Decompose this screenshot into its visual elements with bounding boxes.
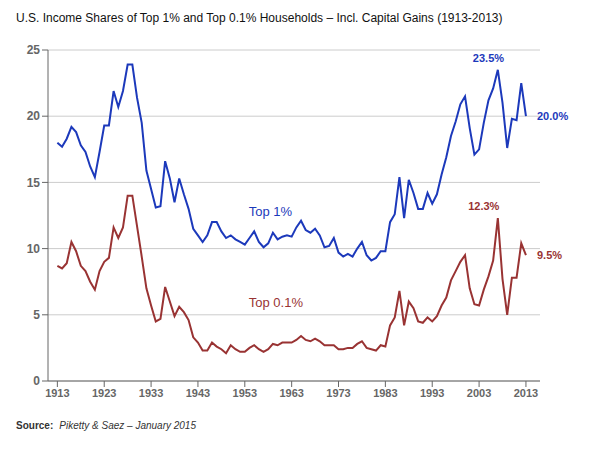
html-text:U.S. Income Shares of Top 1% a: U.S. Income Shares of Top 1% and Top 0.1… xyxy=(16,11,503,25)
svg-text:10: 10 xyxy=(27,242,41,256)
html-text:Piketty & Saez – January 2015: Piketty & Saez – January 2015 xyxy=(59,420,196,431)
svg-text:25: 25 xyxy=(27,43,41,57)
svg-text:12.3%: 12.3% xyxy=(468,200,499,212)
html-text:Source:: Source: xyxy=(16,420,54,431)
svg-text:1963: 1963 xyxy=(279,387,303,399)
svg-text:Top 0.1%: Top 0.1% xyxy=(249,295,304,310)
svg-text:1923: 1923 xyxy=(92,387,116,399)
svg-text:1953: 1953 xyxy=(233,387,257,399)
svg-text:Top 1%: Top 1% xyxy=(249,204,293,219)
svg-text:2003: 2003 xyxy=(467,387,491,399)
svg-text:1933: 1933 xyxy=(139,387,163,399)
svg-text:20: 20 xyxy=(27,109,41,123)
svg-text:5: 5 xyxy=(33,308,40,322)
svg-text:1913: 1913 xyxy=(45,387,69,399)
svg-text:23.5%: 23.5% xyxy=(473,52,504,64)
svg-text:15: 15 xyxy=(27,176,41,190)
svg-text:20.0%: 20.0% xyxy=(537,110,568,122)
svg-text:9.5%: 9.5% xyxy=(537,249,562,261)
svg-text:1973: 1973 xyxy=(326,387,350,399)
svg-text:2013: 2013 xyxy=(514,387,538,399)
svg-text:0: 0 xyxy=(33,374,40,388)
svg-text:1943: 1943 xyxy=(186,387,210,399)
svg-text:1993: 1993 xyxy=(420,387,444,399)
svg-text:1983: 1983 xyxy=(373,387,397,399)
